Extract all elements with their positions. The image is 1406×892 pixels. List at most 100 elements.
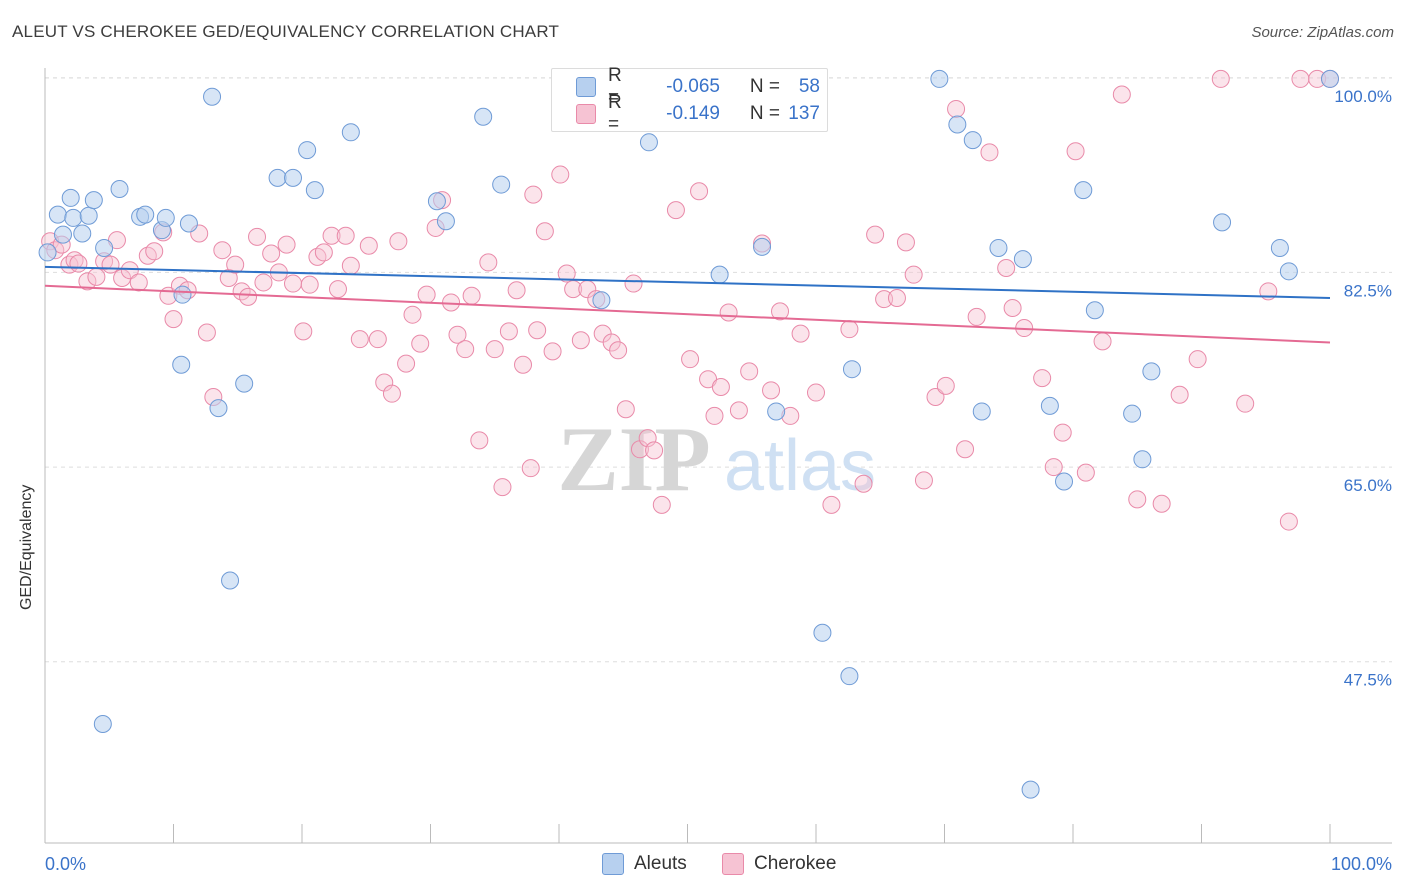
cherokee-point bbox=[521, 459, 540, 478]
aleut-point bbox=[436, 212, 455, 231]
aleut-point bbox=[963, 131, 982, 150]
cherokee-point bbox=[729, 401, 748, 420]
aleut-trend-line bbox=[44, 265, 1331, 300]
aleut-point bbox=[989, 238, 1008, 257]
cherokee-point bbox=[254, 273, 273, 292]
aleut-point bbox=[341, 123, 360, 142]
aleut-legend-swatch bbox=[602, 853, 624, 875]
cherokee-point bbox=[403, 305, 422, 324]
cherokee-point bbox=[645, 441, 664, 460]
cherokee-point bbox=[164, 310, 183, 329]
aleut-point bbox=[73, 224, 92, 243]
aleut-point bbox=[298, 141, 317, 160]
cherokee-point bbox=[1236, 394, 1255, 413]
cherokee-point bbox=[681, 350, 700, 369]
cherokee-point bbox=[896, 233, 915, 252]
cherokee-point bbox=[294, 322, 313, 341]
cherokee-point bbox=[239, 287, 258, 306]
cherokee-point bbox=[397, 354, 416, 373]
cherokee-point bbox=[557, 264, 576, 283]
aleut-point bbox=[95, 238, 114, 257]
aleut-point bbox=[972, 402, 991, 421]
cherokee-point bbox=[771, 302, 790, 321]
y-tick-label: 100.0% bbox=[1334, 87, 1392, 106]
cherokee-point bbox=[493, 478, 512, 497]
x-tick-label: 100.0% bbox=[1331, 854, 1392, 874]
cherokee-point bbox=[947, 99, 966, 118]
legend-item-aleuts[interactable]: Aleuts bbox=[602, 852, 687, 876]
aleut-point bbox=[64, 208, 83, 227]
legend-item-cherokee[interactable]: Cherokee bbox=[722, 852, 836, 876]
n-label: N = bbox=[749, 103, 780, 124]
aleut-point bbox=[930, 69, 949, 88]
cherokee-legend-swatch bbox=[722, 853, 744, 875]
aleut-point bbox=[1321, 69, 1339, 88]
stats-legend: R = -0.065 N = 58 R = -0.149 N = 137 bbox=[551, 65, 828, 135]
cherokee-point bbox=[866, 225, 885, 244]
n-label: N = bbox=[749, 76, 780, 97]
aleut-point bbox=[1123, 404, 1142, 423]
cherokee-point bbox=[417, 285, 436, 304]
cherokee-point bbox=[887, 289, 906, 308]
cherokee-point bbox=[997, 258, 1016, 277]
cherokee-point bbox=[652, 495, 671, 514]
trend-lines bbox=[44, 265, 1331, 344]
cherokee-point bbox=[197, 323, 216, 342]
cherokee-point bbox=[470, 431, 489, 450]
r-label: R = bbox=[608, 65, 622, 108]
aleut-legend-label: Aleuts bbox=[634, 853, 687, 874]
cherokee-point bbox=[624, 274, 643, 293]
aleut-point bbox=[79, 206, 98, 225]
aleut-point bbox=[203, 87, 222, 106]
cherokee-point bbox=[705, 406, 724, 425]
cherokee-point bbox=[1066, 142, 1085, 161]
aleut-point bbox=[53, 225, 72, 244]
cherokee-point bbox=[101, 255, 120, 274]
cherokee-point bbox=[145, 242, 164, 261]
cherokee-point bbox=[926, 388, 945, 407]
cherokee-point bbox=[1128, 490, 1147, 509]
y-tick-label: 47.5% bbox=[1344, 671, 1392, 690]
cherokee-point bbox=[120, 261, 139, 280]
aleut-point bbox=[173, 285, 192, 304]
aleut-point bbox=[61, 188, 80, 207]
r-value: -0.149 bbox=[666, 103, 720, 124]
cherokee-point bbox=[448, 325, 467, 344]
aleut-point bbox=[156, 208, 175, 227]
r-label: R = bbox=[608, 92, 622, 135]
cherokee-point bbox=[791, 324, 810, 343]
cherokee-point bbox=[1093, 332, 1112, 351]
aleut-point bbox=[1279, 262, 1298, 281]
cherokee-point bbox=[389, 232, 408, 251]
aleut-point bbox=[172, 355, 191, 374]
aleut-point bbox=[1133, 450, 1152, 469]
cherokee-point bbox=[840, 320, 859, 339]
cherokee-swatch bbox=[576, 104, 596, 124]
aleut-swatch bbox=[576, 77, 596, 97]
aleut-point bbox=[1085, 301, 1104, 320]
aleut-point bbox=[813, 623, 832, 642]
aleut-point bbox=[753, 237, 772, 256]
watermark-atlas: atlas bbox=[724, 426, 876, 506]
aleut-point bbox=[209, 399, 228, 418]
r-value: -0.065 bbox=[666, 76, 720, 97]
cherokee-point bbox=[368, 330, 387, 349]
cherokee-point bbox=[711, 377, 730, 396]
aleut-point bbox=[948, 115, 967, 134]
cherokee-point bbox=[762, 381, 781, 400]
cherokee-point bbox=[507, 281, 526, 300]
cherokee-point bbox=[456, 340, 475, 359]
cherokee-point bbox=[524, 185, 543, 204]
cherokee-point bbox=[719, 303, 738, 322]
aleut-point bbox=[235, 374, 254, 393]
cherokee-point bbox=[1279, 512, 1298, 531]
aleut-point bbox=[284, 168, 303, 187]
y-axis-label: GED/Equivalency bbox=[18, 484, 35, 610]
cherokee-legend-label: Cherokee bbox=[754, 853, 837, 874]
aleut-point bbox=[179, 214, 198, 233]
aleut-point bbox=[268, 168, 287, 187]
cherokee-point bbox=[129, 273, 148, 292]
cherokee-point bbox=[914, 471, 933, 490]
n-value: 58 bbox=[798, 76, 820, 97]
cherokee-point bbox=[609, 341, 628, 360]
